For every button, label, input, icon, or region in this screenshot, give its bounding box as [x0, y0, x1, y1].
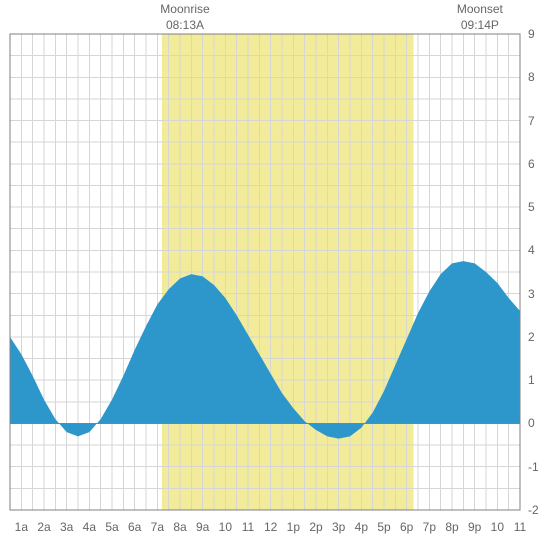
x-tick-label: 9a — [196, 520, 209, 534]
event-time: 09:14P — [457, 18, 503, 34]
tide-chart: Moonrise08:13A Moonset09:14P 1a 2a 3a 4a 5a 6a 7… — [0, 0, 550, 550]
x-tick-label: 4p — [355, 520, 368, 534]
x-tick-label: 1p — [287, 520, 300, 534]
x-tick-label: 2a — [37, 520, 50, 534]
x-tick-label: 7p — [423, 520, 436, 534]
x-tick-label: 7a — [151, 520, 164, 534]
y-tick-label: 0 — [528, 416, 535, 430]
x-tick-label: 10 — [219, 520, 232, 534]
x-tick-label: 8p — [445, 520, 458, 534]
x-tick-label: 2p — [309, 520, 322, 534]
x-tick-label: 3p — [332, 520, 345, 534]
event-title: Moonrise — [160, 2, 209, 18]
y-tick-label: -1 — [528, 460, 539, 474]
moonrise-label: Moonrise08:13A — [160, 2, 209, 33]
x-tick-label: 3a — [60, 520, 73, 534]
x-tick-label: 11 — [514, 520, 526, 534]
y-tick-label: 4 — [528, 243, 535, 257]
y-tick-label: 9 — [528, 27, 535, 41]
moonset-label: Moonset09:14P — [457, 2, 503, 33]
y-tick-label: 6 — [528, 157, 535, 171]
y-tick-label: 8 — [528, 70, 535, 84]
y-tick-label: 3 — [528, 287, 535, 301]
x-tick-label: 5a — [105, 520, 118, 534]
y-tick-label: 1 — [528, 373, 535, 387]
y-tick-label: 2 — [528, 330, 535, 344]
x-tick-label: 1a — [15, 520, 28, 534]
chart-svg — [0, 0, 550, 550]
x-tick-label: 12 — [264, 520, 277, 534]
x-tick-label: 5p — [377, 520, 390, 534]
x-tick-label: 6a — [128, 520, 141, 534]
event-time: 08:13A — [160, 18, 209, 34]
x-tick-label: 8a — [173, 520, 186, 534]
event-title: Moonset — [457, 2, 503, 18]
y-tick-label: 5 — [528, 200, 535, 214]
x-tick-label: 11 — [242, 520, 254, 534]
y-tick-label: -2 — [528, 503, 539, 517]
x-tick-label: 10 — [491, 520, 504, 534]
y-tick-label: 7 — [528, 114, 535, 128]
x-tick-label: 4a — [83, 520, 96, 534]
x-tick-label: 6p — [400, 520, 413, 534]
x-tick-label: 9p — [468, 520, 481, 534]
